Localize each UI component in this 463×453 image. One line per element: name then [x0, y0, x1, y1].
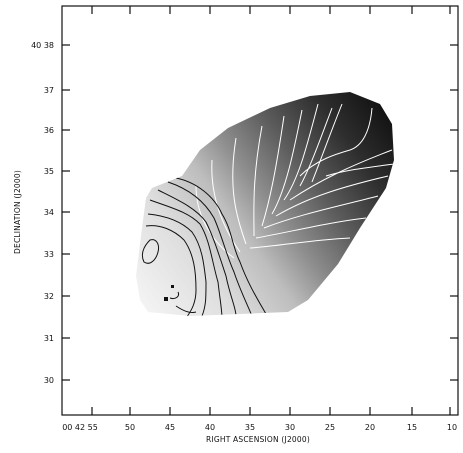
- contour-line: [175, 305, 197, 313]
- contour-line: [211, 159, 241, 253]
- x-tick-label: 15: [407, 423, 417, 432]
- y-tick-label: 34: [44, 208, 54, 217]
- contour-line: [253, 125, 263, 237]
- x-tick-label: 20: [365, 423, 375, 432]
- x-tick-label: 35: [245, 423, 255, 432]
- contour-line: [271, 109, 303, 215]
- contour-line: [275, 175, 389, 217]
- x-tick-label: 25: [325, 423, 335, 432]
- contour-line: [147, 213, 207, 316]
- y-axis-label: DECLINATION (J2000): [13, 170, 22, 254]
- contour-line: [141, 239, 159, 264]
- contour-line: [255, 217, 367, 239]
- contour-line: [167, 181, 253, 316]
- contour-line: [149, 199, 223, 316]
- x-axis-tick-labels: 00 42 55 50 45 40 35 30 25 20 15 10: [62, 423, 457, 432]
- y-tick-label: 30: [44, 376, 54, 385]
- x-tick-label: 40: [205, 423, 215, 432]
- contour-line: [263, 195, 379, 229]
- contour-line: [261, 115, 285, 227]
- x-tick-label: 10: [447, 423, 457, 432]
- plot-frame: [61, 5, 459, 416]
- contour-line: [299, 107, 373, 177]
- galaxy-velocity-field: [136, 92, 394, 316]
- contour-line: [145, 225, 197, 316]
- contour-line: [283, 103, 319, 201]
- contour-line: [157, 189, 237, 316]
- contour-line: [195, 185, 235, 259]
- y-tick-label: 33: [44, 250, 54, 259]
- x-axis-ticks: [91, 6, 451, 415]
- x-tick-label: 45: [165, 423, 175, 432]
- x-axis-label: RIGHT ASCENSION (J2000): [206, 435, 310, 444]
- y-tick-label: 37: [44, 86, 54, 95]
- y-axis-tick-labels: 40 38 37 36 35 34 33 32 31 30: [31, 41, 54, 385]
- contour-line: [175, 177, 267, 315]
- x-tick-label: 50: [125, 423, 135, 432]
- contour-blob: [171, 285, 174, 288]
- contour-line: [232, 137, 247, 245]
- x-tick-label: 30: [285, 423, 295, 432]
- y-tick-label: 40 38: [31, 41, 54, 50]
- y-axis-ticks: [62, 44, 458, 381]
- y-tick-label: 35: [44, 167, 54, 176]
- contour-line: [299, 103, 343, 187]
- y-tick-label: 31: [44, 334, 54, 343]
- contour-line: [325, 163, 394, 177]
- contour-blob: [164, 297, 168, 301]
- contour-line: [169, 291, 179, 299]
- x-tick-label: 00 42 55: [62, 423, 98, 432]
- contour-line: [249, 237, 351, 249]
- y-tick-label: 32: [44, 292, 54, 301]
- y-tick-label: 36: [44, 126, 54, 135]
